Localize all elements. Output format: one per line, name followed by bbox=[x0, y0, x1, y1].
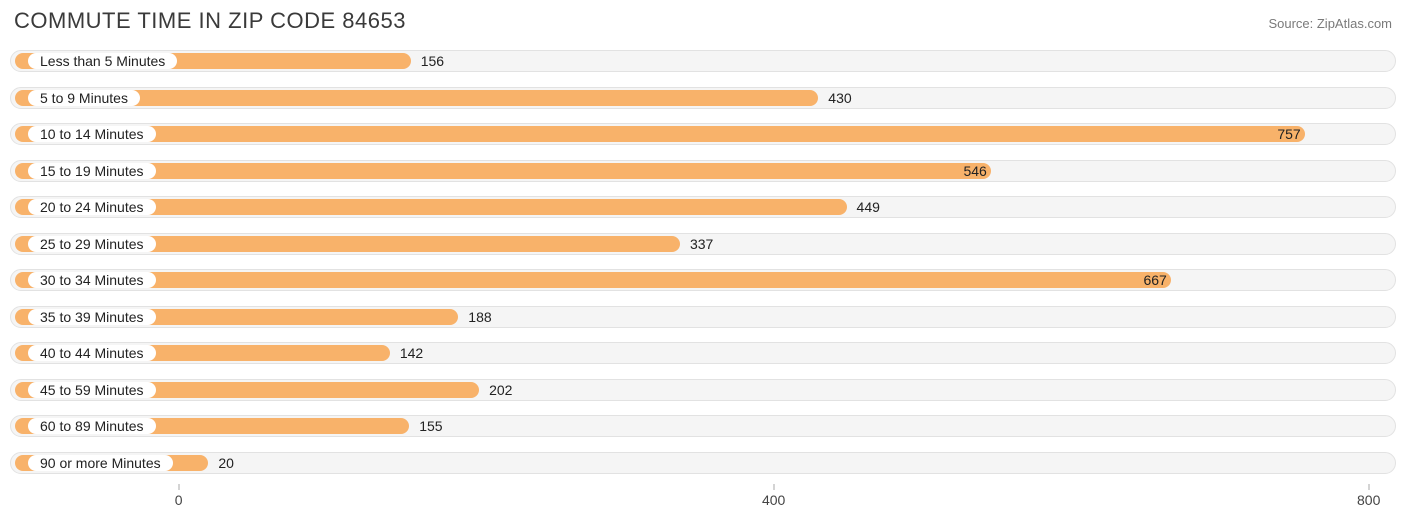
tick-label: 400 bbox=[762, 492, 785, 508]
x-tick: 800 bbox=[1368, 484, 1369, 490]
bar bbox=[15, 272, 1171, 288]
bar-row: 20 to 24 Minutes 449 bbox=[10, 190, 1396, 224]
bar-row: 35 to 39 Minutes 188 bbox=[10, 300, 1396, 334]
bar bbox=[15, 126, 1305, 142]
bar-row: 45 to 59 Minutes 202 bbox=[10, 373, 1396, 407]
chart-source: Source: ZipAtlas.com bbox=[1268, 16, 1392, 31]
category-label: 30 to 34 Minutes bbox=[28, 272, 156, 288]
x-tick: 400 bbox=[773, 484, 774, 490]
category-label: 10 to 14 Minutes bbox=[28, 126, 156, 142]
value-label: 156 bbox=[421, 53, 444, 69]
category-label: 90 or more Minutes bbox=[28, 455, 173, 471]
tick-mark bbox=[178, 484, 179, 490]
value-label: 667 bbox=[1127, 272, 1167, 288]
bar-row: 25 to 29 Minutes 337 bbox=[10, 227, 1396, 261]
category-label: 45 to 59 Minutes bbox=[28, 382, 156, 398]
value-label: 757 bbox=[1261, 126, 1301, 142]
tick-label: 800 bbox=[1357, 492, 1380, 508]
value-label: 142 bbox=[400, 345, 423, 361]
chart-container: COMMUTE TIME IN ZIP CODE 84653 Source: Z… bbox=[0, 0, 1406, 522]
bar-row: 40 to 44 Minutes 142 bbox=[10, 336, 1396, 370]
x-tick: 0 bbox=[178, 484, 179, 490]
bar-row: 90 or more Minutes 20 bbox=[10, 446, 1396, 480]
chart-title: COMMUTE TIME IN ZIP CODE 84653 bbox=[14, 8, 406, 34]
category-label: 20 to 24 Minutes bbox=[28, 199, 156, 215]
bar-row: 30 to 34 Minutes 667 bbox=[10, 263, 1396, 297]
bar-row: 5 to 9 Minutes 430 bbox=[10, 81, 1396, 115]
category-label: 5 to 9 Minutes bbox=[28, 90, 140, 106]
category-label: Less than 5 Minutes bbox=[28, 53, 177, 69]
tick-mark bbox=[1368, 484, 1369, 490]
bar-row: 15 to 19 Minutes 546 bbox=[10, 154, 1396, 188]
bar-row: Less than 5 Minutes 156 bbox=[10, 44, 1396, 78]
tick-mark bbox=[773, 484, 774, 490]
category-label: 25 to 29 Minutes bbox=[28, 236, 156, 252]
chart-header: COMMUTE TIME IN ZIP CODE 84653 Source: Z… bbox=[10, 8, 1396, 34]
category-label: 35 to 39 Minutes bbox=[28, 309, 156, 325]
category-label: 15 to 19 Minutes bbox=[28, 163, 156, 179]
plot-area: Less than 5 Minutes 156 5 to 9 Minutes 430 1… bbox=[10, 44, 1396, 480]
value-label: 155 bbox=[419, 418, 442, 434]
tick-label: 0 bbox=[175, 492, 183, 508]
value-label: 188 bbox=[468, 309, 491, 325]
x-axis: 0 400 800 bbox=[10, 484, 1396, 508]
value-label: 202 bbox=[489, 382, 512, 398]
bar-row: 60 to 89 Minutes 155 bbox=[10, 409, 1396, 443]
value-label: 449 bbox=[857, 199, 880, 215]
bar bbox=[15, 163, 991, 179]
bar-row: 10 to 14 Minutes 757 bbox=[10, 117, 1396, 151]
category-label: 40 to 44 Minutes bbox=[28, 345, 156, 361]
value-label: 20 bbox=[218, 455, 234, 471]
value-label: 430 bbox=[828, 90, 851, 106]
value-label: 337 bbox=[690, 236, 713, 252]
category-label: 60 to 89 Minutes bbox=[28, 418, 156, 434]
value-label: 546 bbox=[947, 163, 987, 179]
